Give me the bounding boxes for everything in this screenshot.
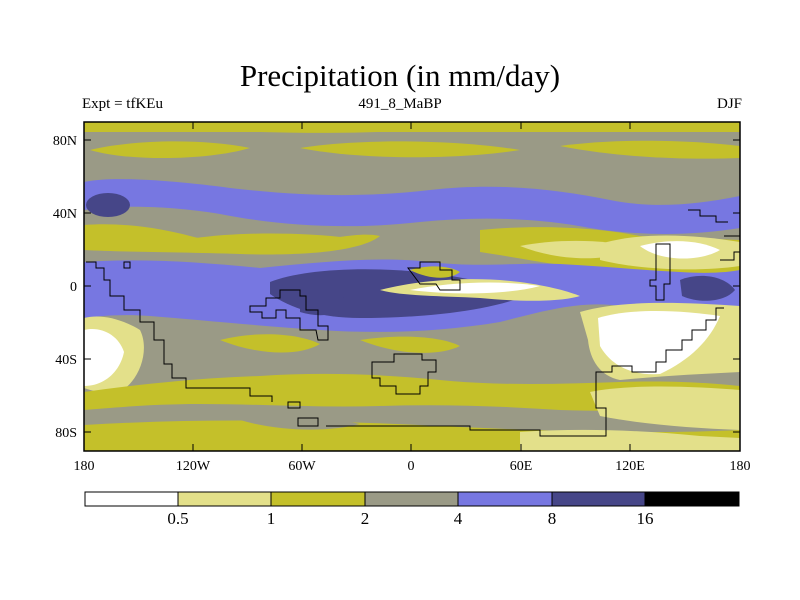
dry-tongue-core — [410, 282, 540, 294]
axis-ticks — [83, 122, 741, 451]
nh-dry-pacific — [640, 241, 720, 259]
nh-subtropics-west — [84, 224, 380, 255]
colorbar-label-3: 4 — [454, 509, 463, 528]
precipitation-field — [84, 122, 740, 451]
coast-japan — [720, 235, 740, 261]
sh-east-pacific-dry — [84, 328, 124, 386]
x-tick-180e: 180 — [730, 459, 751, 474]
coast-asia-east — [649, 243, 671, 301]
x-tick-60e: 60E — [510, 459, 533, 474]
coastlines — [86, 209, 740, 437]
nh-band-mid — [300, 141, 520, 158]
nh-storm-track — [84, 179, 740, 234]
sh-australia-dry — [598, 311, 720, 375]
coast-small-island — [123, 261, 131, 269]
colorbar: 0.5 1 2 4 8 16 — [84, 491, 740, 528]
sh-midlat-yellow — [84, 373, 740, 411]
y-tick-80s: 80S — [55, 426, 77, 441]
colorbar-box-6 — [645, 492, 739, 506]
nh-pacific-core — [86, 193, 130, 217]
season-label: DJF — [716, 96, 742, 112]
antarctic-light — [520, 429, 740, 451]
coast-americas-west — [86, 261, 273, 402]
y-tick-80n: 80N — [53, 134, 77, 149]
period-label: 491_8_MaBP — [358, 96, 442, 112]
colorbar-label-5: 16 — [637, 509, 654, 528]
x-tick-180w: 180 — [74, 459, 95, 474]
colorbar-label-1: 1 — [267, 509, 276, 528]
y-tick-0: 0 — [70, 280, 77, 295]
colorbar-box-0 — [85, 492, 178, 506]
y-tick-40s: 40S — [55, 353, 77, 368]
nh-band-east — [560, 140, 740, 159]
coast-africa-south — [371, 353, 437, 395]
colorbar-box-2 — [271, 492, 365, 506]
sh-southern-light — [590, 386, 740, 430]
colorbar-label-0: 0.5 — [167, 509, 188, 528]
experiment-label: Expt = tfKEu — [82, 96, 163, 112]
colorbar-box-1 — [178, 492, 271, 506]
coast-australia-antarctica — [326, 307, 724, 437]
africa-north-dry — [410, 266, 460, 278]
itcz-core-westpac — [680, 275, 735, 301]
x-tick-120w: 120W — [176, 459, 211, 474]
x-tick-0: 0 — [408, 459, 415, 474]
arctic-band-edge — [84, 122, 740, 133]
colorbar-box-3 — [365, 492, 458, 506]
nh-band-west — [90, 141, 250, 159]
coast-asia-north — [688, 209, 728, 223]
x-tick-120e: 120E — [615, 459, 645, 474]
sh-pacific-yellow — [220, 334, 320, 353]
x-tick-60w: 60W — [288, 459, 316, 474]
nh-subtropics-pacific — [196, 233, 350, 247]
sh-atlantic-yellow — [360, 336, 460, 353]
colorbar-label-2: 2 — [361, 509, 370, 528]
colorbar-box-4 — [458, 492, 552, 506]
map-title: Precipitation (in mm/day) — [239, 58, 561, 93]
coast-south-america — [249, 289, 329, 341]
colorbar-label-4: 8 — [548, 509, 557, 528]
colorbar-box-5 — [552, 492, 645, 506]
y-tick-40n: 40N — [53, 207, 77, 222]
coast-africa-north — [407, 261, 461, 291]
coast-antarctic-islands — [287, 401, 319, 427]
